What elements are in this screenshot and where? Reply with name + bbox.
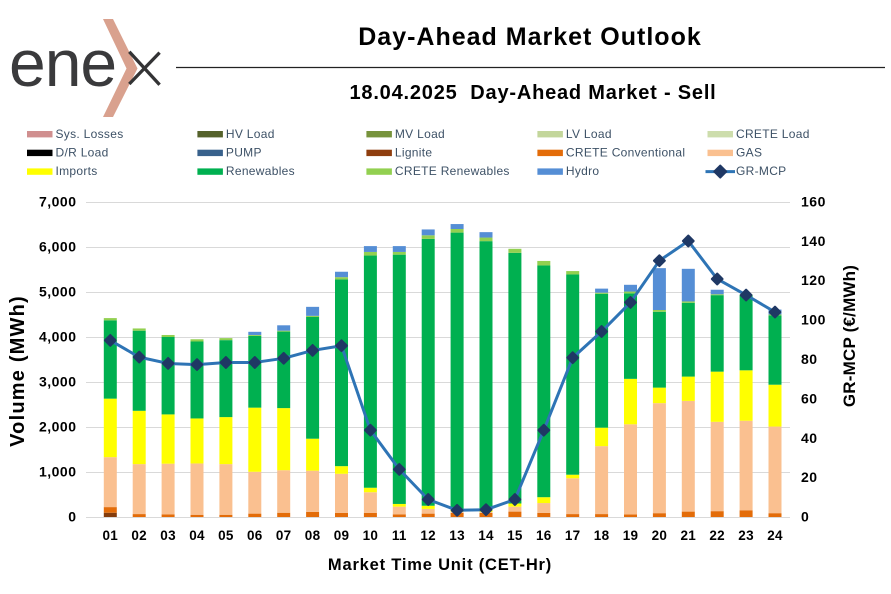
- svg-text:60: 60: [801, 390, 818, 406]
- svg-text:ene: ene: [9, 26, 116, 100]
- svg-text:22: 22: [709, 528, 725, 543]
- svg-text:CRETE Load: CRETE Load: [736, 127, 810, 141]
- svg-text:05: 05: [218, 528, 234, 543]
- svg-text:LV Load: LV Load: [566, 127, 612, 141]
- svg-text:GR-MCP (€/MWh): GR-MCP (€/MWh): [840, 265, 859, 407]
- svg-text:Day-Ahead Market Outlook: Day-Ahead Market Outlook: [358, 23, 702, 51]
- svg-text:Lignite: Lignite: [395, 146, 432, 160]
- svg-text:20: 20: [652, 528, 668, 543]
- svg-text:11: 11: [392, 528, 407, 543]
- svg-text:Volume (MWh): Volume (MWh): [7, 295, 29, 447]
- svg-text:80: 80: [801, 351, 818, 367]
- svg-text:Hydro: Hydro: [566, 164, 600, 178]
- svg-text:CRETE Conventional: CRETE Conventional: [566, 146, 685, 160]
- svg-text:08: 08: [305, 528, 321, 543]
- svg-text:Renewables: Renewables: [226, 164, 295, 178]
- svg-text:GR-MCP: GR-MCP: [736, 164, 786, 178]
- svg-text:07: 07: [276, 528, 292, 543]
- svg-text:02: 02: [131, 528, 147, 543]
- svg-text:04: 04: [189, 528, 205, 543]
- svg-text:6,000: 6,000: [39, 239, 77, 255]
- svg-text:4,000: 4,000: [39, 329, 77, 345]
- svg-text:140: 140: [801, 233, 826, 249]
- svg-text:0: 0: [801, 509, 809, 525]
- svg-text:18: 18: [594, 528, 610, 543]
- svg-text:06: 06: [247, 528, 263, 543]
- svg-text:GAS: GAS: [736, 146, 762, 160]
- svg-text:18.04.2025 Day-Ahead Market -: 18.04.2025 Day-Ahead Market - Sell: [349, 82, 716, 104]
- svg-text:100: 100: [801, 312, 826, 328]
- svg-text:03: 03: [160, 528, 176, 543]
- svg-text:3,000: 3,000: [39, 374, 77, 390]
- svg-text:14: 14: [478, 528, 494, 543]
- svg-text:15: 15: [507, 528, 523, 543]
- svg-text:2,000: 2,000: [39, 419, 77, 435]
- svg-text:160: 160: [801, 194, 826, 210]
- svg-text:40: 40: [801, 430, 818, 446]
- svg-text:Market Time Unit (CET-Hr): Market Time Unit (CET-Hr): [328, 556, 552, 574]
- svg-text:0: 0: [68, 509, 76, 525]
- svg-text:D/R Load: D/R Load: [56, 146, 109, 160]
- svg-text:10: 10: [363, 528, 379, 543]
- svg-text:5,000: 5,000: [39, 284, 77, 300]
- svg-text:23: 23: [738, 528, 754, 543]
- svg-text:120: 120: [801, 272, 826, 288]
- svg-text:PUMP: PUMP: [226, 146, 262, 160]
- svg-text:MV Load: MV Load: [395, 127, 445, 141]
- svg-text:7,000: 7,000: [39, 194, 77, 210]
- svg-text:1,000: 1,000: [39, 464, 77, 480]
- svg-text:21: 21: [680, 528, 696, 543]
- svg-text:12: 12: [420, 528, 436, 543]
- svg-text:01: 01: [102, 528, 118, 543]
- svg-text:17: 17: [565, 528, 581, 543]
- svg-text:HV Load: HV Load: [226, 127, 275, 141]
- svg-text:24: 24: [767, 528, 783, 543]
- svg-text:09: 09: [334, 528, 350, 543]
- svg-text:Sys. Losses: Sys. Losses: [56, 127, 124, 141]
- svg-text:16: 16: [536, 528, 552, 543]
- svg-text:20: 20: [801, 469, 818, 485]
- svg-text:13: 13: [449, 528, 465, 543]
- svg-text:CRETE Renewables: CRETE Renewables: [395, 164, 510, 178]
- svg-text:Imports: Imports: [56, 164, 98, 178]
- svg-text:19: 19: [623, 528, 639, 543]
